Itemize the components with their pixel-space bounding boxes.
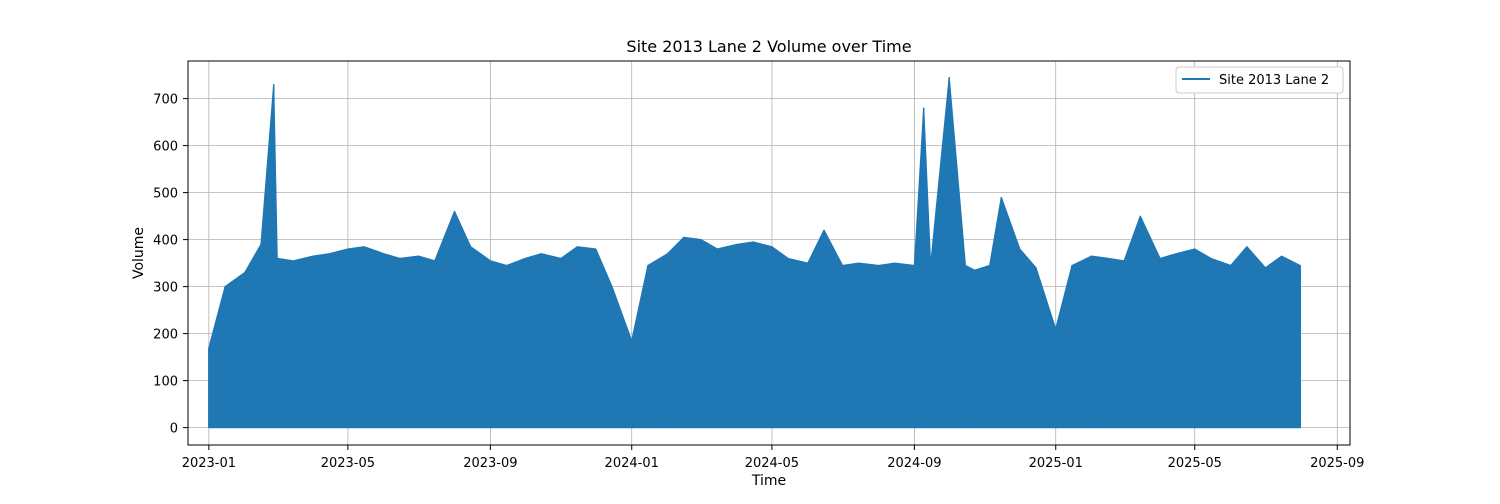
y-tick-label: 400: [153, 234, 178, 249]
x-tick-label: 2025-01: [1029, 456, 1083, 471]
legend-label: Site 2013 Lane 2: [1219, 73, 1329, 88]
series-area: [208, 76, 1301, 429]
x-tick-label: 2025-09: [1310, 456, 1364, 471]
x-axis-label: Time: [751, 473, 786, 489]
x-tick-label: 2024-05: [745, 456, 799, 471]
chart-title: Site 2013 Lane 2 Volume over Time: [626, 37, 911, 56]
legend-box: [1175, 66, 1344, 94]
x-tick-label: 2024-09: [887, 456, 941, 471]
y-tick-label: 100: [153, 375, 178, 390]
x-tick-label: 2023-01: [182, 456, 236, 471]
y-tick-label: 200: [153, 328, 178, 343]
x-tick-label: 2023-09: [463, 456, 517, 471]
y-axis-label: Volume: [131, 227, 147, 279]
plot-frame: [187, 60, 1351, 446]
y-tick-label: 600: [153, 140, 178, 155]
legend: Site 2013 Lane 2: [1175, 66, 1344, 94]
y-tick-label: 700: [153, 93, 178, 108]
y-axis-ticks: 0 100 200 300 400 500 600 700: [153, 93, 188, 437]
x-axis-ticks: 2023-01 2023-05 2023-09 2024-01 2024-05 2024-…: [182, 445, 1364, 471]
y-tick-label: 500: [153, 187, 178, 202]
y-tick-label: 300: [153, 281, 178, 296]
x-tick-label: 2025-05: [1168, 456, 1222, 471]
x-tick-label: 2024-01: [605, 456, 659, 471]
x-tick-label: 2023-05: [321, 456, 375, 471]
y-tick-label: 0: [170, 422, 178, 437]
